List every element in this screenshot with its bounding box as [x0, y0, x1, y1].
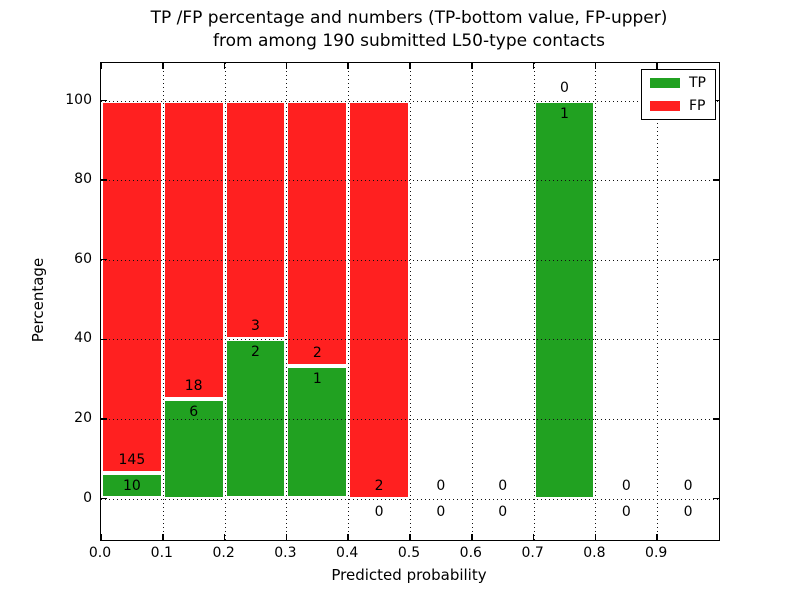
- fp-bar-segment: [286, 100, 349, 366]
- vertical-gridline: [471, 63, 473, 540]
- y-tick-label: 20: [74, 409, 92, 426]
- tp-bar-segment: [101, 472, 163, 499]
- vertical-gridline: [286, 63, 288, 540]
- y-tick-mark-right: [713, 258, 719, 261]
- y-tick-mark-right: [713, 497, 719, 500]
- fp-count-label: 2: [312, 344, 322, 361]
- x-tick-label: 0.1: [150, 545, 173, 561]
- legend-label-fp: FP: [689, 98, 706, 114]
- x-tick-mark-bottom: [285, 534, 288, 540]
- x-tick-mark-top: [471, 63, 473, 69]
- fp-count-label: 18: [184, 378, 203, 394]
- tp-count-label: 1: [312, 370, 322, 387]
- fp-count-label: 2: [374, 477, 384, 494]
- y-tick-label: 40: [74, 330, 92, 347]
- x-tick-mark-top: [409, 63, 411, 69]
- x-tick-mark-bottom: [347, 534, 349, 540]
- x-tick-label: 0.3: [274, 545, 297, 561]
- x-tick-mark-bottom: [594, 534, 597, 540]
- vertical-gridline: [595, 63, 597, 540]
- fp-count-label: 0: [560, 79, 569, 96]
- x-tick-label: 0.7: [521, 545, 544, 561]
- x-tick-label: 0.4: [336, 545, 359, 561]
- y-tick-mark-left: [101, 99, 107, 102]
- x-tick-mark-bottom: [100, 534, 102, 540]
- x-tick-mark-top: [100, 63, 102, 69]
- x-tick-mark-bottom: [471, 534, 473, 540]
- fp-bar-segment: [162, 100, 225, 399]
- y-tick-label: 0: [83, 489, 92, 506]
- vertical-gridline: [224, 63, 226, 540]
- x-tick-mark-bottom: [409, 534, 411, 540]
- y-tick-mark-left: [101, 418, 107, 420]
- chart-title: TP /FP percentage and numbers (TP-bottom…: [100, 7, 718, 53]
- y-tick-mark-left: [101, 179, 107, 181]
- y-tick-mark-left: [101, 497, 107, 500]
- y-tick-mark-left: [101, 338, 107, 341]
- legend: TP FP: [641, 69, 716, 120]
- y-tick-label: 60: [74, 250, 92, 267]
- x-tick-mark-top: [347, 63, 349, 69]
- x-tick-mark-top: [285, 63, 288, 69]
- chart-title-line1: TP /FP percentage and numbers (TP-bottom…: [150, 8, 668, 28]
- x-tick-label: 0.0: [88, 545, 112, 561]
- y-tick-label: 80: [74, 171, 92, 188]
- fp-count-label: 3: [251, 318, 260, 335]
- x-tick-mark-top: [532, 63, 535, 69]
- tp-count-label: 0: [621, 503, 631, 520]
- tp-count-label: 0: [498, 503, 508, 520]
- fp-count-label: 145: [118, 451, 146, 468]
- y-tick-mark-right: [713, 418, 719, 420]
- x-tick-label: 0.5: [397, 545, 421, 561]
- x-tick-mark-bottom: [656, 534, 658, 540]
- vertical-gridline: [657, 63, 659, 540]
- vertical-gridline: [533, 63, 535, 540]
- legend-item-tp: TP: [650, 76, 706, 90]
- tp-count-label: 0: [436, 503, 446, 520]
- fp-bar-segment: [101, 100, 163, 473]
- legend-item-fp: FP: [650, 99, 706, 113]
- y-tick-label: 100: [65, 91, 92, 108]
- x-tick-label: 0.6: [459, 545, 482, 561]
- x-tick-mark-top: [223, 63, 226, 69]
- chart-title-line2: from among 190 submitted L50-type contac…: [213, 31, 605, 51]
- y-tick-mark-right: [713, 99, 719, 102]
- fp-count-label: 0: [436, 477, 446, 494]
- legend-label-tp: TP: [689, 75, 706, 91]
- fp-bar-segment: [224, 100, 287, 340]
- x-tick-mark-bottom: [223, 534, 226, 540]
- fp-bar-segment: [348, 100, 410, 499]
- x-tick-mark-top: [656, 63, 658, 69]
- vertical-gridline: [348, 63, 350, 540]
- tp-count-label: 0: [683, 503, 693, 520]
- tp-count-label: 1: [560, 105, 569, 122]
- plot-area: 145 10 18 6 3 2 2 1 2 0 0 0 0 0 0 1 0 0 0 0 TP FP: [100, 62, 720, 541]
- vertical-gridline: [410, 63, 411, 540]
- tp-count-label: 0: [374, 503, 384, 520]
- tp-count-label: 2: [251, 344, 260, 361]
- y-tick-mark-right: [713, 179, 719, 181]
- x-tick-label: 0.9: [645, 545, 668, 561]
- x-tick-mark-bottom: [162, 534, 164, 540]
- tp-count-label: 10: [122, 477, 141, 494]
- tp-legend-swatch-icon: [650, 78, 680, 88]
- x-axis-label: Predicted probability: [331, 566, 487, 584]
- x-tick-mark-top: [162, 63, 164, 69]
- vertical-gridline: [162, 63, 164, 540]
- x-tick-mark-bottom: [532, 534, 535, 540]
- x-tick-label: 0.2: [212, 545, 235, 561]
- fp-legend-swatch-icon: [650, 101, 680, 111]
- tp-bar-segment: [533, 100, 596, 499]
- fp-count-label: 0: [683, 477, 693, 494]
- x-tick-label: 0.8: [583, 545, 606, 561]
- tp-count-label: 6: [189, 404, 199, 420]
- fp-count-label: 0: [621, 477, 631, 494]
- y-tick-mark-left: [101, 258, 107, 261]
- fp-count-label: 0: [498, 477, 508, 494]
- y-tick-mark-right: [713, 338, 719, 341]
- x-tick-mark-top: [594, 63, 597, 69]
